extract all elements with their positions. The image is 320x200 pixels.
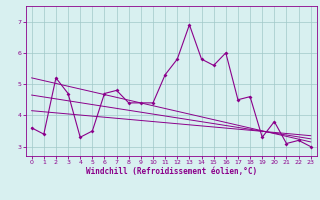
X-axis label: Windchill (Refroidissement éolien,°C): Windchill (Refroidissement éolien,°C) [86,167,257,176]
